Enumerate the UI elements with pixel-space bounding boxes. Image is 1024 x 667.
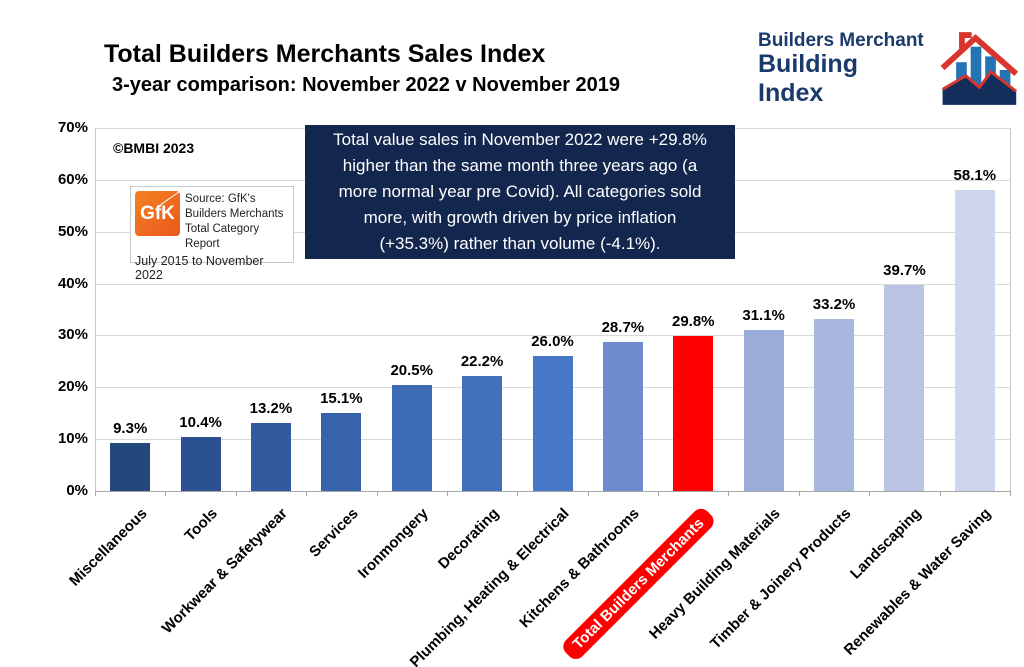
plot-border-left (95, 128, 96, 491)
summary-callout: Total value sales in November 2022 were … (305, 125, 735, 259)
axis-tick (517, 491, 519, 496)
bmbi-logo-line2: Building Index (758, 50, 858, 107)
bar-timber-joinery-products (814, 318, 855, 491)
x-label-services: Services (305, 505, 362, 561)
x-label-workwear-safetywear: Workwear & Safetywear (158, 505, 291, 638)
bar-ironmongery (391, 384, 432, 491)
gridline (95, 335, 1010, 337)
value-label-workwear-safetywear: 13.2% (249, 399, 293, 417)
value-label-decorating: 22.2% (460, 352, 504, 370)
value-label-services: 15.1% (320, 389, 363, 407)
y-tick-label: 70% (57, 119, 88, 136)
y-tick-label: 10% (57, 430, 88, 448)
gfk-logo: GfK (135, 191, 180, 236)
x-label-heavy-building-materials: Heavy Building Materials (646, 505, 784, 643)
x-label-ironmongery: Ironmongery (354, 505, 432, 582)
chart-subtitle: 3-year comparison: November 2022 v Novem… (112, 74, 621, 96)
x-label-miscellaneous: Miscellaneous (65, 505, 151, 590)
x-label-decorating: Decorating (434, 505, 503, 573)
x-label-landscaping: Landscaping (847, 505, 925, 583)
value-label-renewables-water-saving: 58.1% (953, 166, 997, 184)
axis-tick (95, 491, 96, 496)
value-label-total-builders-merchants: 29.8% (671, 313, 715, 331)
value-label-heavy-building-materials: 31.1% (742, 306, 785, 324)
axis-tick (587, 491, 589, 496)
y-axis: 0% 10% 20% 30% 40% 50% 60% 70% (18, 119, 88, 499)
axis-tick (235, 491, 237, 496)
bar-decorating (462, 375, 503, 491)
x-axis-labels: Miscellaneous Tools Workwear & Safetywear S… (66, 491, 1010, 667)
x-axis-line (95, 491, 1010, 492)
value-label-kitchens-bathrooms: 28.7% (601, 319, 645, 337)
bar-miscellaneous (110, 442, 151, 491)
bmbi-logo-text: Builders Merchant Building Index (758, 30, 925, 108)
copyright-note: ©BMBI 2023 (113, 140, 195, 156)
value-label-plumbing-heating-electrical: 26.0% (531, 333, 574, 351)
bmbi-logo-line1: Builders Merchant (758, 30, 924, 51)
x-label-tools: Tools (181, 505, 221, 545)
bmbi-logo-graphic-icon (940, 32, 1018, 105)
bar-heavy-building-materials (743, 329, 784, 491)
chart-plot: 9.3% 10.4% 13.2% 15.1% 20.5% 22.2% 26.0% 28.7% 2… (95, 128, 1011, 496)
bar-plumbing-heating-electrical (532, 356, 573, 491)
y-tick-label: 60% (57, 170, 88, 188)
axis-tick (939, 491, 941, 496)
value-label-timber-joinery-products: 33.2% (812, 295, 856, 313)
source-date-range: July 2015 to November 2022 (135, 254, 264, 282)
axis-tick (446, 491, 448, 496)
bmbi-logo: Builders Merchant Building Index (758, 30, 1018, 108)
y-tick-label: 50% (57, 222, 88, 240)
y-tick-label: 30% (57, 326, 88, 344)
y-tick-label: 0% (66, 482, 88, 499)
axis-tick (1010, 491, 1011, 496)
bar-kitchens-bathrooms (602, 342, 643, 491)
x-label-timber-joinery-products: Timber & Joinery Products (706, 505, 855, 653)
value-label-landscaping: 39.7% (883, 262, 926, 280)
axis-tick (165, 491, 167, 496)
gridline (95, 283, 1010, 285)
axis-tick (376, 491, 378, 496)
plot-border-right (1010, 128, 1011, 491)
axis-tick (798, 491, 800, 496)
bar-tools (180, 437, 221, 491)
y-tick-label: 40% (57, 274, 88, 292)
value-label-miscellaneous: 9.3% (113, 419, 148, 437)
axis-tick (869, 491, 871, 496)
source-attribution-box: GfK Source: GfK's Builders Merchants Tot… (130, 186, 294, 282)
bar-services (321, 412, 362, 491)
source-text: Source: GfK's Builders Merchants Total C… (185, 193, 284, 250)
value-label-ironmongery: 20.5% (390, 361, 433, 379)
bar-renewables-water-saving (954, 189, 995, 491)
bar-landscaping (884, 285, 925, 491)
chart-title: Total Builders Merchants Sales Index (104, 40, 546, 68)
bar-workwear-safetywear (250, 422, 291, 491)
x-label-renewables-water-saving: Renewables & Water Saving (841, 505, 995, 659)
axis-tick (658, 491, 660, 496)
axis-tick (728, 491, 730, 496)
value-label-tools: 10.4% (179, 414, 222, 432)
bar-total-builders-merchants (673, 336, 714, 491)
y-tick-label: 20% (57, 378, 88, 396)
axis-tick (306, 491, 308, 496)
